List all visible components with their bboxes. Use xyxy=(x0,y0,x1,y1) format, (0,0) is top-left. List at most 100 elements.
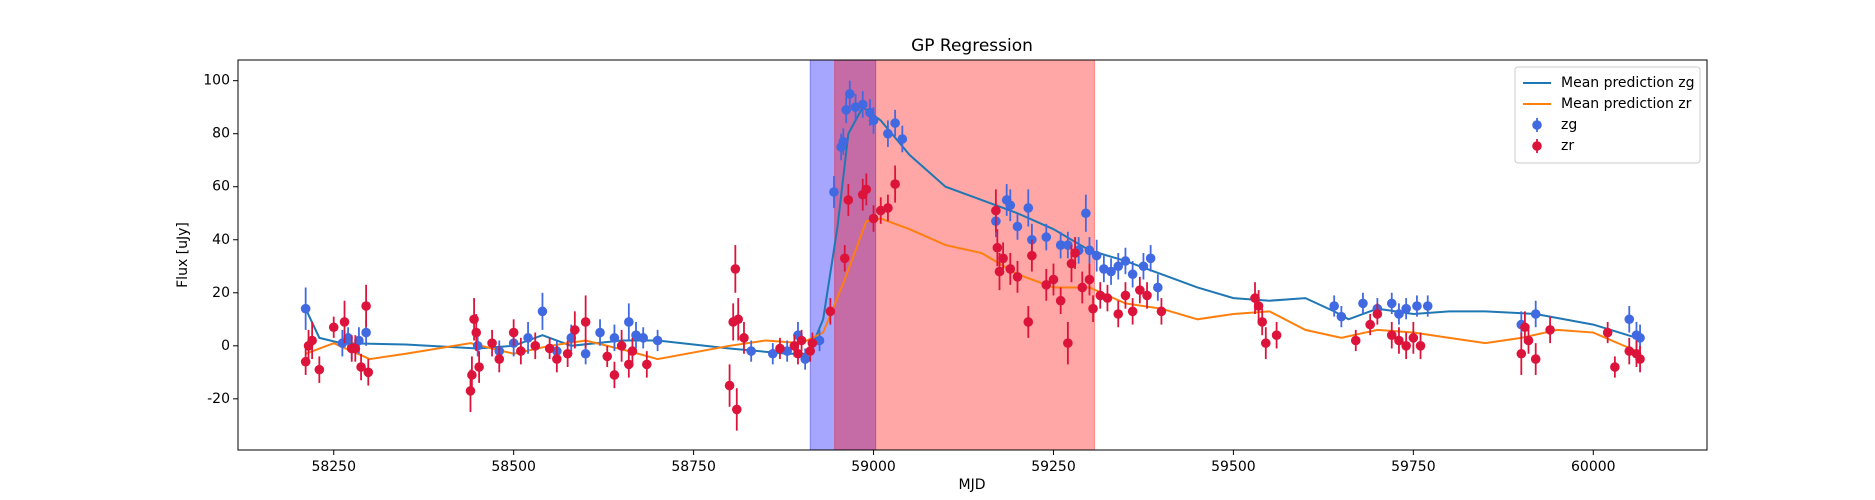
data-point xyxy=(624,359,634,370)
data-point xyxy=(328,322,339,333)
data-point xyxy=(1372,309,1383,319)
legend-swatch xyxy=(1532,120,1542,130)
data-point xyxy=(1066,258,1077,269)
data-point xyxy=(814,335,825,346)
data-point xyxy=(530,341,541,351)
data-point xyxy=(1271,330,1282,341)
data-point xyxy=(897,134,908,144)
data-point xyxy=(627,346,638,356)
chart-title: GP Regression xyxy=(911,36,1033,56)
data-point xyxy=(1394,335,1404,346)
data-point xyxy=(844,89,855,99)
data-point xyxy=(883,203,893,213)
data-point xyxy=(361,301,371,311)
data-point xyxy=(1530,309,1541,319)
data-point xyxy=(793,348,803,359)
data-point xyxy=(1635,354,1645,364)
mean-line xyxy=(305,217,1637,361)
data-point xyxy=(1408,333,1419,343)
data-point xyxy=(1102,293,1113,303)
data-point xyxy=(350,343,361,354)
data-point xyxy=(1041,280,1052,290)
data-point xyxy=(1545,325,1555,335)
data-point xyxy=(523,333,533,343)
data-point xyxy=(1523,335,1534,346)
data-point xyxy=(1520,322,1530,333)
data-point xyxy=(724,380,735,391)
data-point xyxy=(1602,327,1613,338)
data-point xyxy=(356,362,366,372)
x-axis-label: MJD xyxy=(959,477,986,493)
legend-label: Mean prediction zg xyxy=(1561,75,1695,91)
data-point xyxy=(890,118,900,128)
data-point xyxy=(1120,290,1131,301)
data-point xyxy=(1099,264,1109,274)
data-point xyxy=(1260,338,1271,348)
data-point xyxy=(1041,232,1052,242)
data-point xyxy=(1005,264,1016,274)
data-point xyxy=(602,351,613,362)
data-point xyxy=(1415,341,1426,351)
data-point xyxy=(1530,354,1541,364)
data-point xyxy=(580,317,591,327)
data-point xyxy=(469,314,479,325)
data-point xyxy=(841,105,851,115)
y-tick-label: 40 xyxy=(212,232,230,248)
data-point xyxy=(1005,200,1016,211)
y-axis-label: Flux [uJy] xyxy=(175,222,191,288)
data-point xyxy=(1084,245,1095,256)
data-point xyxy=(1635,333,1645,343)
data-point xyxy=(1365,319,1375,330)
data-point xyxy=(796,335,807,346)
data-point xyxy=(1113,309,1124,319)
data-point xyxy=(474,362,484,372)
data-point xyxy=(1088,303,1098,314)
legend-box xyxy=(1514,66,1701,164)
x-tick-label: 58500 xyxy=(491,459,536,475)
data-point xyxy=(580,348,591,359)
data-point xyxy=(850,102,861,112)
data-point xyxy=(1012,272,1023,282)
x-tick-label: 59000 xyxy=(851,459,896,475)
x-tick-label: 58250 xyxy=(311,459,356,475)
data-point xyxy=(890,179,900,189)
data-point xyxy=(829,187,839,197)
data-point xyxy=(1127,269,1138,280)
data-point xyxy=(1048,274,1059,285)
data-point xyxy=(807,338,818,348)
data-point xyxy=(857,99,868,110)
data-point xyxy=(838,136,849,147)
plot-frame xyxy=(237,59,1708,451)
data-point xyxy=(730,264,741,274)
data-point xyxy=(631,330,641,341)
y-tick-label: 60 xyxy=(212,179,230,195)
data-point xyxy=(471,327,482,338)
data-point xyxy=(1027,250,1037,261)
data-point xyxy=(361,327,371,338)
mean-line xyxy=(304,105,1637,355)
data-point xyxy=(994,266,1005,277)
data-point xyxy=(1156,306,1167,317)
data-point xyxy=(1120,256,1131,266)
data-point xyxy=(861,184,872,195)
x-tick-label: 59500 xyxy=(1211,459,1256,475)
data-point xyxy=(1055,295,1066,306)
data-point xyxy=(1412,301,1422,311)
data-point xyxy=(1070,248,1080,258)
data-point xyxy=(552,354,562,364)
data-point xyxy=(300,303,311,314)
data-point xyxy=(1145,253,1156,264)
data-point xyxy=(1138,261,1149,272)
x-tick-label: 60000 xyxy=(1571,459,1616,475)
data-point xyxy=(616,341,627,351)
data-point xyxy=(638,333,649,343)
data-point xyxy=(992,242,1003,253)
data-point xyxy=(1336,311,1347,322)
data-point xyxy=(998,253,1008,264)
data-point xyxy=(307,335,317,346)
data-point xyxy=(1350,335,1361,346)
data-point xyxy=(1012,221,1023,232)
data-point xyxy=(1023,317,1034,327)
y-tick-label: 100 xyxy=(203,73,230,89)
